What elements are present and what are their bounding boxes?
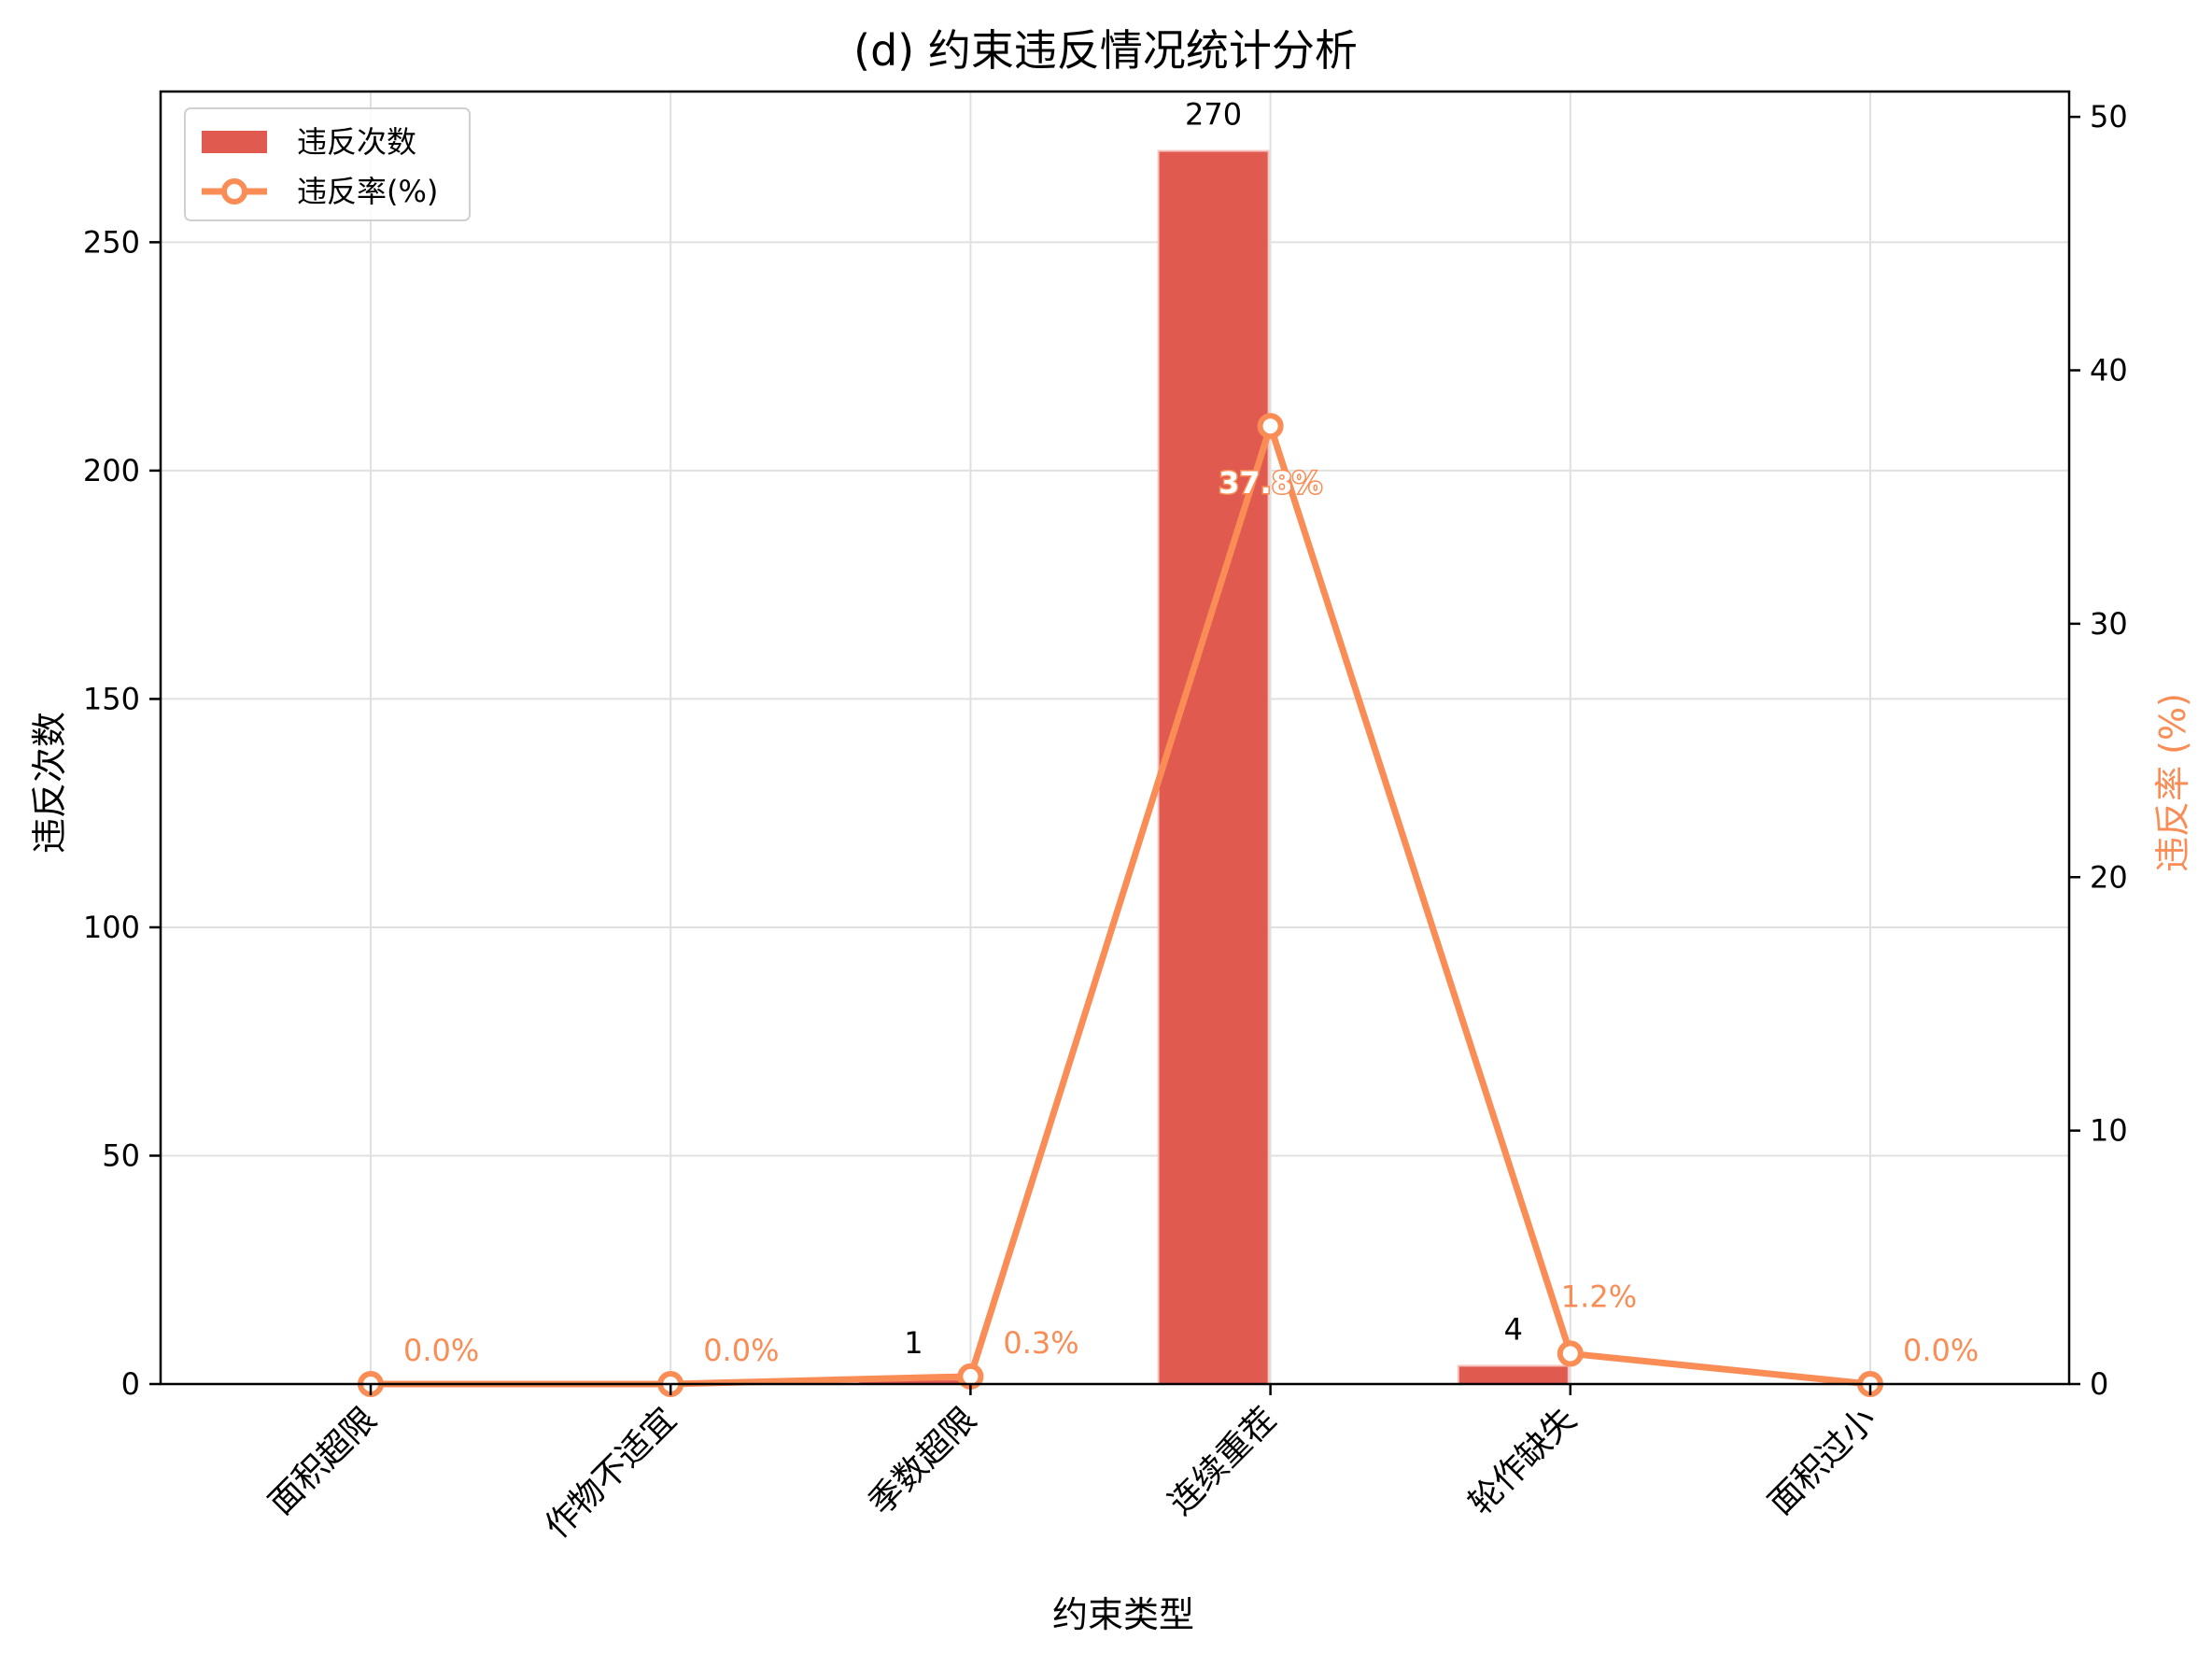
y2-tick-label-1: 10 [2090,1113,2128,1149]
y2-tick-label-2: 20 [2090,859,2128,895]
x-tick-label-5: 面积过小 [1762,1400,1884,1522]
y-tick-label-1: 50 [102,1137,140,1173]
y2-tick-label-5: 50 [2090,99,2128,134]
rate-label-2: 0.3% [1003,1325,1078,1361]
y-tick-label-5: 250 [83,224,140,260]
legend-swatch-bars [202,131,267,153]
y-axis-label: 违反次数 [29,712,70,854]
x-axis: 面积超限 作物不适宜 季数超限 连续重茬 轮作缺失 面积过小 [262,1384,1884,1547]
rate-label-3: 37.8% [1219,465,1322,501]
legend-swatch-marker [221,178,247,205]
rate-line [371,422,1871,1388]
y2-tick-label-0: 0 [2090,1366,2108,1402]
x-tick-label-4: 轮作缺失 [1461,1400,1584,1522]
rate-label-5: 0.0% [1903,1333,1979,1368]
y2-tick-label-4: 40 [2090,353,2128,389]
x-axis-label: 约束类型 [1052,1594,1194,1635]
bar-label-4: 4 [1504,1311,1523,1347]
bar-label-3: 270 [1185,97,1242,133]
x-tick-label-3: 连续重茬 [1162,1400,1284,1522]
plot-frame [159,90,2071,1386]
x-tick-label-1: 作物不适宜 [538,1400,683,1546]
rate-point-4 [1557,1340,1584,1367]
bar-4 [1457,1364,1570,1385]
x-tick-label-0: 面积超限 [262,1400,385,1522]
bars [857,149,1570,1386]
legend-label-bars: 违反次数 [297,124,416,160]
y2-tick-label-3: 30 [2090,606,2128,642]
rate-label-4: 1.2% [1561,1279,1637,1314]
rate-labels: 0.0% 0.0% 0.3% 37.8% 1.2% 0.0% [403,464,1979,1368]
rate-label-0: 0.0% [403,1333,479,1368]
y-tick-label-4: 200 [83,453,140,488]
y-tick-label-2: 100 [83,910,140,945]
bar-3 [1157,149,1270,1386]
bar-labels: 1 270 4 [904,97,1523,1362]
chart-title: (d) 约束违反情况统计分析 [853,25,1358,76]
bar-label-2: 1 [904,1325,923,1361]
rate-point-3 [1257,413,1284,440]
grid [161,92,2069,1384]
y-tick-label-0: 0 [121,1366,140,1402]
y2-axis-label: 违反率 (%) [2152,693,2193,872]
y-tick-label-3: 150 [83,681,140,716]
y-axis-left: 0 50 100 150 200 250 [83,224,161,1402]
rate-line-layer [358,413,1883,1397]
y-axis-right: 0 10 20 30 40 50 [2069,99,2128,1402]
legend-label-line: 违反率(%) [297,174,438,209]
x-tick-label-2: 季数超限 [862,1400,984,1522]
rate-label-1: 0.0% [703,1333,779,1368]
